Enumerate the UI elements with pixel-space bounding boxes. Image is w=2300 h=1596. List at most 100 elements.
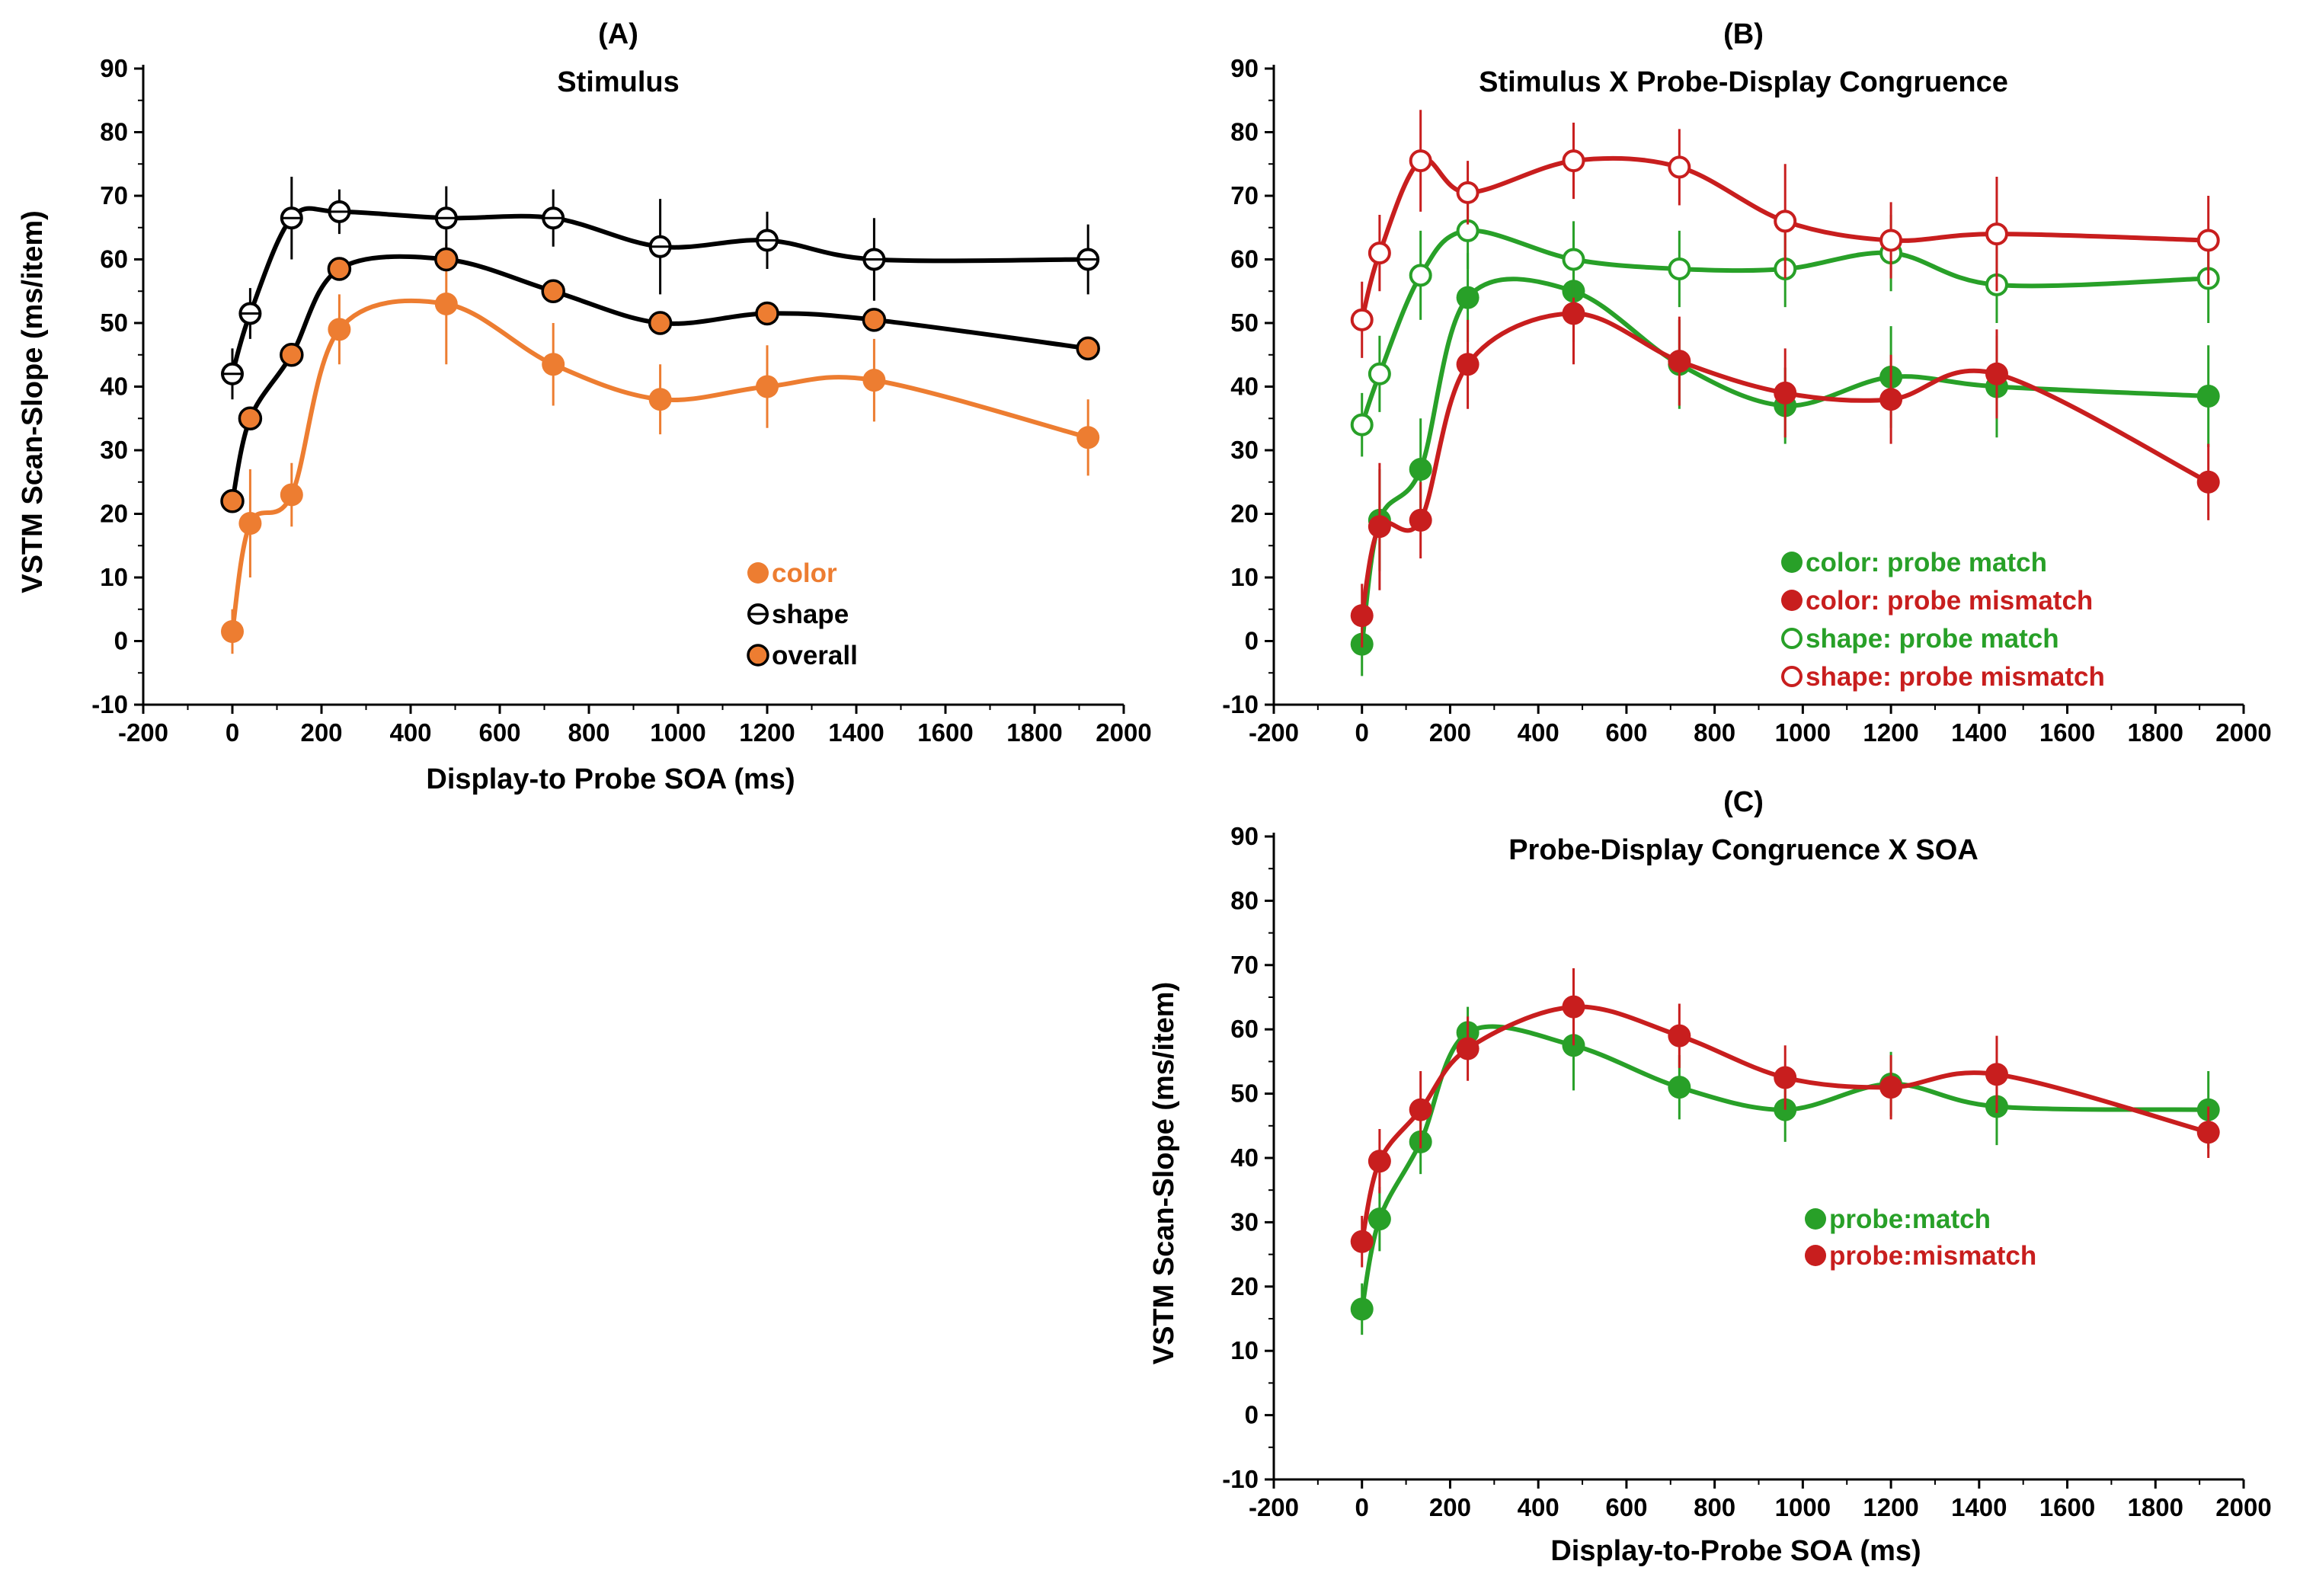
y-tick-label: -10: [91, 690, 128, 718]
data-point: [238, 406, 263, 430]
data-point: [1368, 362, 1391, 385]
data-point: [221, 619, 244, 643]
x-tick-label: 400: [389, 718, 431, 747]
y-tick-label: 50: [1230, 1079, 1259, 1108]
series-line: [1359, 277, 2211, 647]
x-tick-label: 1200: [1863, 1493, 1918, 1521]
x-tick-label: 1200: [739, 718, 795, 747]
data-point: [2196, 470, 2220, 494]
y-tick-label: -10: [1222, 1465, 1259, 1493]
data-point: [1409, 264, 1432, 287]
data-point: [1879, 229, 1903, 252]
y-tick-label: 30: [100, 436, 128, 464]
data-point: [1985, 1063, 2008, 1086]
x-tick-label: 1600: [2039, 718, 2095, 747]
x-tick-label: 200: [1429, 718, 1471, 747]
legend-item-shape-probe-mismatch-b: shape: probe mismatch: [1781, 662, 2105, 692]
legend-label: probe:match: [1829, 1204, 1991, 1234]
data-point: [862, 308, 887, 332]
series-line: [230, 298, 1091, 634]
legend-marker: [1781, 552, 1803, 573]
data-point: [1456, 286, 1479, 309]
x-tick-label: 2000: [2215, 1493, 2271, 1521]
series-line: [1359, 311, 2211, 619]
y-tick-label: 80: [100, 118, 128, 146]
panel-a-chart: -10 0 10 20 30 40 50 60 70 80 90 -200 0 200 400 600 800 1…: [17, 18, 1152, 795]
legend-item-probe-match-c: probe:match: [1805, 1204, 1991, 1234]
legend-marker: [1805, 1208, 1826, 1230]
data-point: [1368, 241, 1391, 265]
data-point: [1562, 995, 1585, 1019]
series-overall-a: [220, 247, 1100, 513]
series-line: [1359, 1004, 2211, 1244]
x-tick-label: -200: [118, 718, 168, 747]
x-tick-label: 0: [226, 718, 239, 747]
y-tick-label: 40: [1230, 373, 1259, 401]
data-point: [1076, 426, 1100, 449]
data-point: [1774, 381, 1797, 405]
data-point: [1985, 362, 2008, 385]
series-color-a: [221, 243, 1100, 654]
x-tick-label: 400: [1518, 1493, 1559, 1521]
y-tick-label: 20: [1230, 500, 1259, 528]
y-tick-label: 60: [100, 245, 128, 273]
data-point: [280, 343, 304, 367]
data-point: [648, 311, 673, 335]
data-point: [1668, 350, 1691, 373]
data-point: [1774, 1066, 1797, 1089]
data-point: [1668, 1024, 1691, 1047]
legend-marker: [747, 644, 769, 667]
y-tick-label: 20: [1230, 1272, 1259, 1300]
data-point: [1368, 1207, 1391, 1231]
legend-label: color: [772, 558, 837, 588]
data-point: [328, 200, 351, 223]
data-point: [434, 292, 458, 315]
series-color-probe-mismatch-b: [1350, 262, 2220, 648]
y-tick-label: 70: [100, 181, 128, 209]
y-axis-title-a: VSTM Scan-Slope (ms/item): [17, 210, 49, 593]
legend-item-shape-a: shape: [747, 600, 849, 629]
panel-label-a: (A): [598, 18, 638, 50]
legend-label: probe:mismatch: [1829, 1241, 2036, 1271]
x-tick-label: 200: [1429, 1493, 1471, 1521]
series-line: [1359, 1024, 2211, 1312]
y-tick-label: 90: [1230, 54, 1259, 82]
data-point: [2196, 1121, 2220, 1144]
data-point: [1562, 149, 1585, 173]
x-tick-label: -200: [1249, 718, 1299, 747]
x-tick-label: 600: [1605, 1493, 1647, 1521]
legend-marker: [1781, 628, 1803, 649]
x-tick-label: 2000: [2215, 718, 2271, 747]
data-point: [434, 247, 459, 272]
data-point: [1350, 1230, 1374, 1253]
legend-item-overall-a: overall: [747, 641, 858, 670]
y-tick-label: 50: [1230, 309, 1259, 337]
data-point: [1350, 604, 1374, 628]
y-tick-label: 0: [1245, 1401, 1259, 1429]
data-point: [238, 512, 262, 536]
y-tick-label: 10: [1230, 563, 1259, 591]
x-tick-label: 1400: [1951, 718, 2007, 747]
data-point: [238, 302, 262, 325]
x-tick-label: 1800: [2128, 1493, 2183, 1521]
data-point: [648, 388, 672, 411]
y-tick-label: 90: [1230, 822, 1259, 850]
data-point: [1409, 149, 1432, 173]
x-tick-label: 1000: [1775, 1493, 1831, 1521]
y-tick-label: 80: [1230, 118, 1259, 146]
legend-label: color: probe match: [1806, 548, 2047, 577]
x-tick-label: 1800: [2128, 718, 2183, 747]
data-point: [328, 318, 351, 341]
x-tick-label: 1000: [650, 718, 705, 747]
legend-marker: [1805, 1245, 1826, 1266]
data-point: [648, 235, 672, 258]
data-point: [1409, 1098, 1432, 1121]
series-line: [1359, 155, 2211, 322]
x-tick-label: 2000: [1096, 718, 1151, 747]
y-tick-label: 60: [1230, 245, 1259, 273]
x-axis-title-c: Display-to-Probe SOA (ms): [1550, 1535, 1921, 1567]
data-point: [1350, 413, 1374, 437]
series-line: [230, 254, 1091, 504]
data-point: [1456, 353, 1479, 376]
legend-label: shape: probe mismatch: [1806, 662, 2105, 692]
